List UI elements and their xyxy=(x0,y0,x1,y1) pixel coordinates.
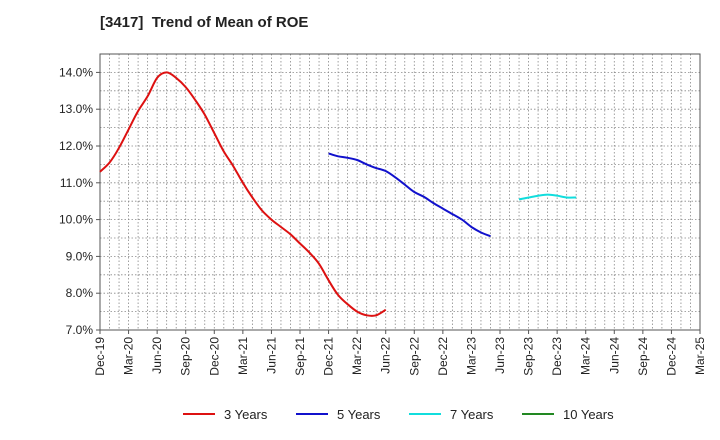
legend: 3 Years 5 Years 7 Years 10 Years xyxy=(183,407,614,422)
legend-label: 10 Years xyxy=(563,407,614,422)
x-tick-label: Sep-24 xyxy=(636,337,650,376)
x-tick-label: Mar-20 xyxy=(122,337,136,375)
y-tick-label: 10.0% xyxy=(59,213,93,227)
x-tick-label: Mar-25 xyxy=(693,337,707,375)
y-tick-label: 13.0% xyxy=(59,102,93,116)
x-tick-label: Mar-24 xyxy=(579,337,593,375)
x-tick-label: Dec-22 xyxy=(436,337,450,376)
x-tick-label: Dec-21 xyxy=(322,337,336,376)
x-tick-label: Sep-20 xyxy=(179,337,193,376)
x-axis: Dec-19 Mar-20 Jun-20 Sep-20 Dec-20 Mar-21 Jun-… xyxy=(93,330,707,376)
x-tick-label: Mar-21 xyxy=(236,337,250,375)
x-tick-label: Sep-23 xyxy=(522,337,536,376)
plot-area xyxy=(99,53,701,331)
x-tick-label: Mar-22 xyxy=(350,337,364,375)
series-line xyxy=(99,71,387,317)
x-tick-label: Dec-19 xyxy=(93,337,107,376)
y-tick-label: 7.0% xyxy=(66,323,94,337)
x-tick-label: Dec-23 xyxy=(550,337,564,376)
x-tick-label: Dec-24 xyxy=(664,337,678,376)
x-tick-label: Sep-22 xyxy=(407,337,421,376)
x-tick-label: Jun-22 xyxy=(379,337,393,374)
y-tick-label: 11.0% xyxy=(60,176,93,190)
x-tick-label: Dec-20 xyxy=(207,337,221,376)
legend-label: 7 Years xyxy=(450,407,494,422)
y-tick-label: 8.0% xyxy=(66,286,94,300)
y-axis: 7.0% 8.0% 9.0% 10.0% 11.0% 12.0% 13.0% 14.0% xyxy=(59,65,100,337)
y-tick-label: 14.0% xyxy=(59,65,93,79)
x-tick-label: Jun-23 xyxy=(493,337,507,374)
legend-label: 3 Years xyxy=(224,407,268,422)
chart-title: [3417] Trend of Mean of ROE xyxy=(100,14,309,31)
x-tick-label: Sep-21 xyxy=(293,337,307,376)
y-tick-label: 9.0% xyxy=(66,249,94,263)
x-tick-label: Jun-21 xyxy=(264,337,278,374)
grid-lines xyxy=(100,54,700,330)
series-line xyxy=(328,152,491,238)
series-lines xyxy=(99,71,577,317)
x-tick-label: Mar-23 xyxy=(464,337,478,375)
x-tick-label: Jun-24 xyxy=(607,337,621,374)
y-tick-label: 12.0% xyxy=(59,139,93,153)
legend-label: 5 Years xyxy=(337,407,381,422)
series-line xyxy=(518,193,577,201)
x-tick-label: Jun-20 xyxy=(150,337,164,374)
